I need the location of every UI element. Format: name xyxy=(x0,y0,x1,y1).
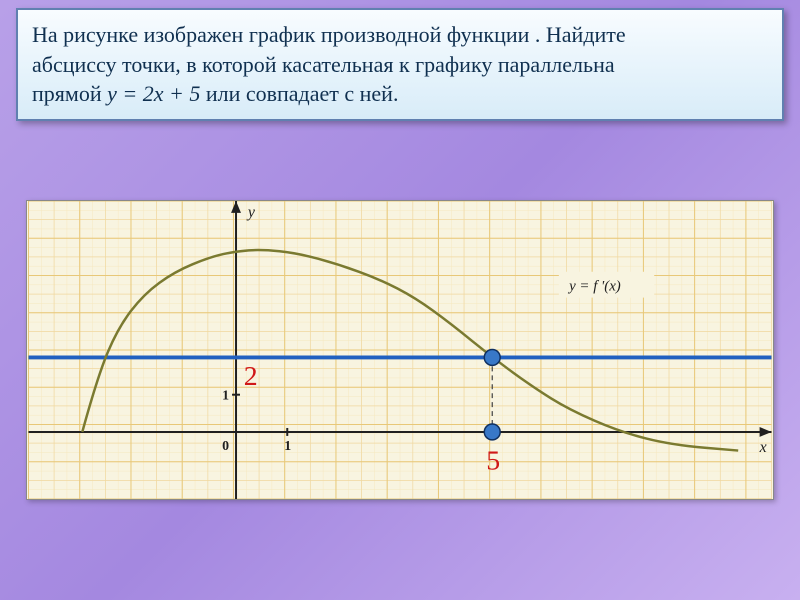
problem-line2: абсциссу точки, в которой касательная к … xyxy=(32,52,615,77)
x-axis-label: x xyxy=(759,439,767,456)
chart-svg: x y 1 1 0 y = f '(x) 2 5 xyxy=(27,201,773,499)
problem-line1: На рисунке изображен график производной … xyxy=(32,22,626,47)
annotation-2: 2 xyxy=(244,361,258,392)
problem-line3-pre: прямой xyxy=(32,81,107,106)
problem-line3-post: или совпадает с ней. xyxy=(200,81,398,106)
y-tick-1: 1 xyxy=(222,389,229,404)
marker-point-1 xyxy=(484,424,500,440)
marker-point-0 xyxy=(484,350,500,366)
derivative-chart: x y 1 1 0 y = f '(x) 2 5 xyxy=(26,200,774,500)
origin-label: 0 xyxy=(222,439,229,454)
problem-equation: y = 2x + 5 xyxy=(107,81,200,106)
x-tick-1: 1 xyxy=(284,439,291,454)
annotation-5: 5 xyxy=(486,446,500,477)
problem-statement: На рисунке изображен график производной … xyxy=(16,8,784,121)
function-label: y = f '(x) xyxy=(567,278,621,294)
y-axis-label: y xyxy=(246,204,256,221)
